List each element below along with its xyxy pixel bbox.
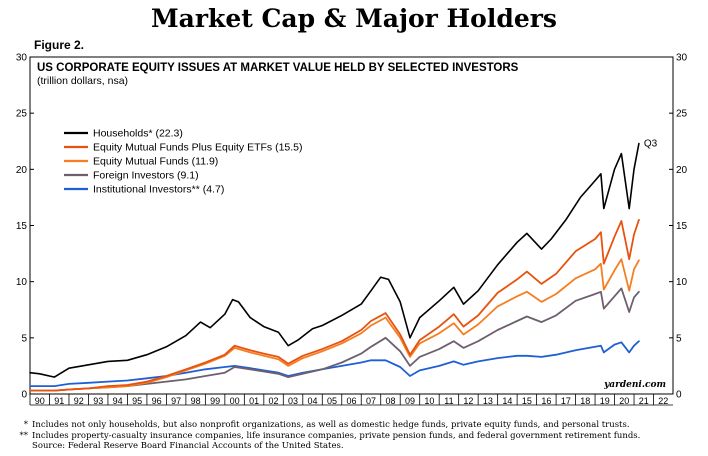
x-tick-label: 03 [288,396,298,406]
x-tick-label: 15 [522,396,532,406]
source-text: Source: Federal Reserve Board Financial … [32,441,344,451]
x-tick-label: 09 [405,396,415,406]
x-tick-label: 94 [113,396,123,406]
series-line-1 [29,218,640,392]
y-tick-label-right: 20 [676,165,688,176]
y-tick-label-right: 5 [676,333,682,344]
chart-subtitle: (trillion dollars, nsa) [37,75,128,87]
x-tick-label: 91 [54,396,64,406]
x-tick-label: 95 [132,396,142,406]
x-tick-label: 99 [210,396,220,406]
y-tick-label-right: 30 [676,53,688,64]
x-tick-label: 16 [541,396,551,406]
y-tick-label-left: 30 [16,53,28,64]
x-tick-label: 96 [152,396,162,406]
x-tick-label: 18 [580,396,590,406]
x-tick-label: 07 [366,396,376,406]
series-line-2 [29,258,640,392]
series-line-0 [29,142,640,378]
x-tick-label: 04 [308,396,318,406]
y-tick-label-right: 15 [676,221,688,232]
footnote-mark: * [23,420,28,430]
figure-label: Figure 2. [34,38,85,52]
x-tick-label: 00 [230,396,240,406]
x-tick-label: 90 [35,396,45,406]
x-tick-label: 13 [483,396,493,406]
x-tick-label: 11 [444,396,453,406]
y-tick-label-left: 15 [16,221,28,232]
watermark: yardeni.com [603,380,666,390]
page-title: Market Cap & Major Holders [151,4,557,33]
footnote-source: Source: Federal Reserve Board Financial … [12,441,640,452]
y-tick-label-left: 25 [16,109,28,120]
footnotes: * Includes not only households, but also … [12,420,641,452]
y-tick-label-left: 5 [21,333,27,344]
x-tick-label: 10 [424,396,434,406]
footnote-institutional: ** Includes property-casualty insurance c… [12,430,641,442]
footnote-text: Includes not only households, but also n… [32,420,630,430]
annotation-q3: Q3 [644,138,658,149]
x-tick-label: 93 [93,396,103,406]
legend: Households* (22.3) Equity Mutual Funds Pl… [64,128,303,196]
x-tick-label: 08 [385,396,395,406]
x-tick-label: 97 [171,396,181,406]
x-tick-label: 98 [191,396,201,406]
footnote-text: Includes property-casualty insurance com… [32,430,641,441]
x-tick-label: 22 [658,396,668,406]
footnote-households: * Includes not only households, but also … [12,420,640,431]
series-line-4 [29,340,640,388]
x-tick-label: 19 [600,396,610,406]
x-tick-label: 02 [269,396,279,406]
y-tick-label-right: 25 [676,109,688,120]
x-tick-label: 12 [463,396,473,406]
x-tick-label: 92 [74,396,84,406]
x-tick-label: 14 [502,396,512,406]
legend-label: Institutional Investors** (4.7) [93,184,224,196]
legend-label: Foreign Investors (9.1) [93,170,199,182]
chart-title: US CORPORATE EQUITY ISSUES AT MARKET VAL… [37,62,519,74]
x-tick-label: 20 [619,396,629,406]
y-tick-label-left: 0 [21,390,27,401]
y-tick-label-right: 0 [676,390,682,401]
x-tick-label: 17 [561,396,571,406]
legend-label: Equity Mutual Funds Plus Equity ETFs (15… [93,142,303,154]
footnote-mark: ** [19,430,29,441]
y-tick-label-left: 20 [16,165,28,176]
y-tick-label-left: 10 [16,277,28,288]
y-tick-label-right: 10 [676,277,688,288]
plot-frame [29,56,674,395]
x-tick-label: 06 [346,396,356,406]
series-lines [29,142,640,392]
x-tick-label: 21 [639,396,649,406]
series-line-3 [29,287,640,392]
legend-label: Households* (22.3) [93,128,183,140]
x-tick-label: 01 [249,396,259,406]
legend-label: Equity Mutual Funds (11.9) [93,156,218,168]
x-tick-label: 05 [327,396,337,406]
